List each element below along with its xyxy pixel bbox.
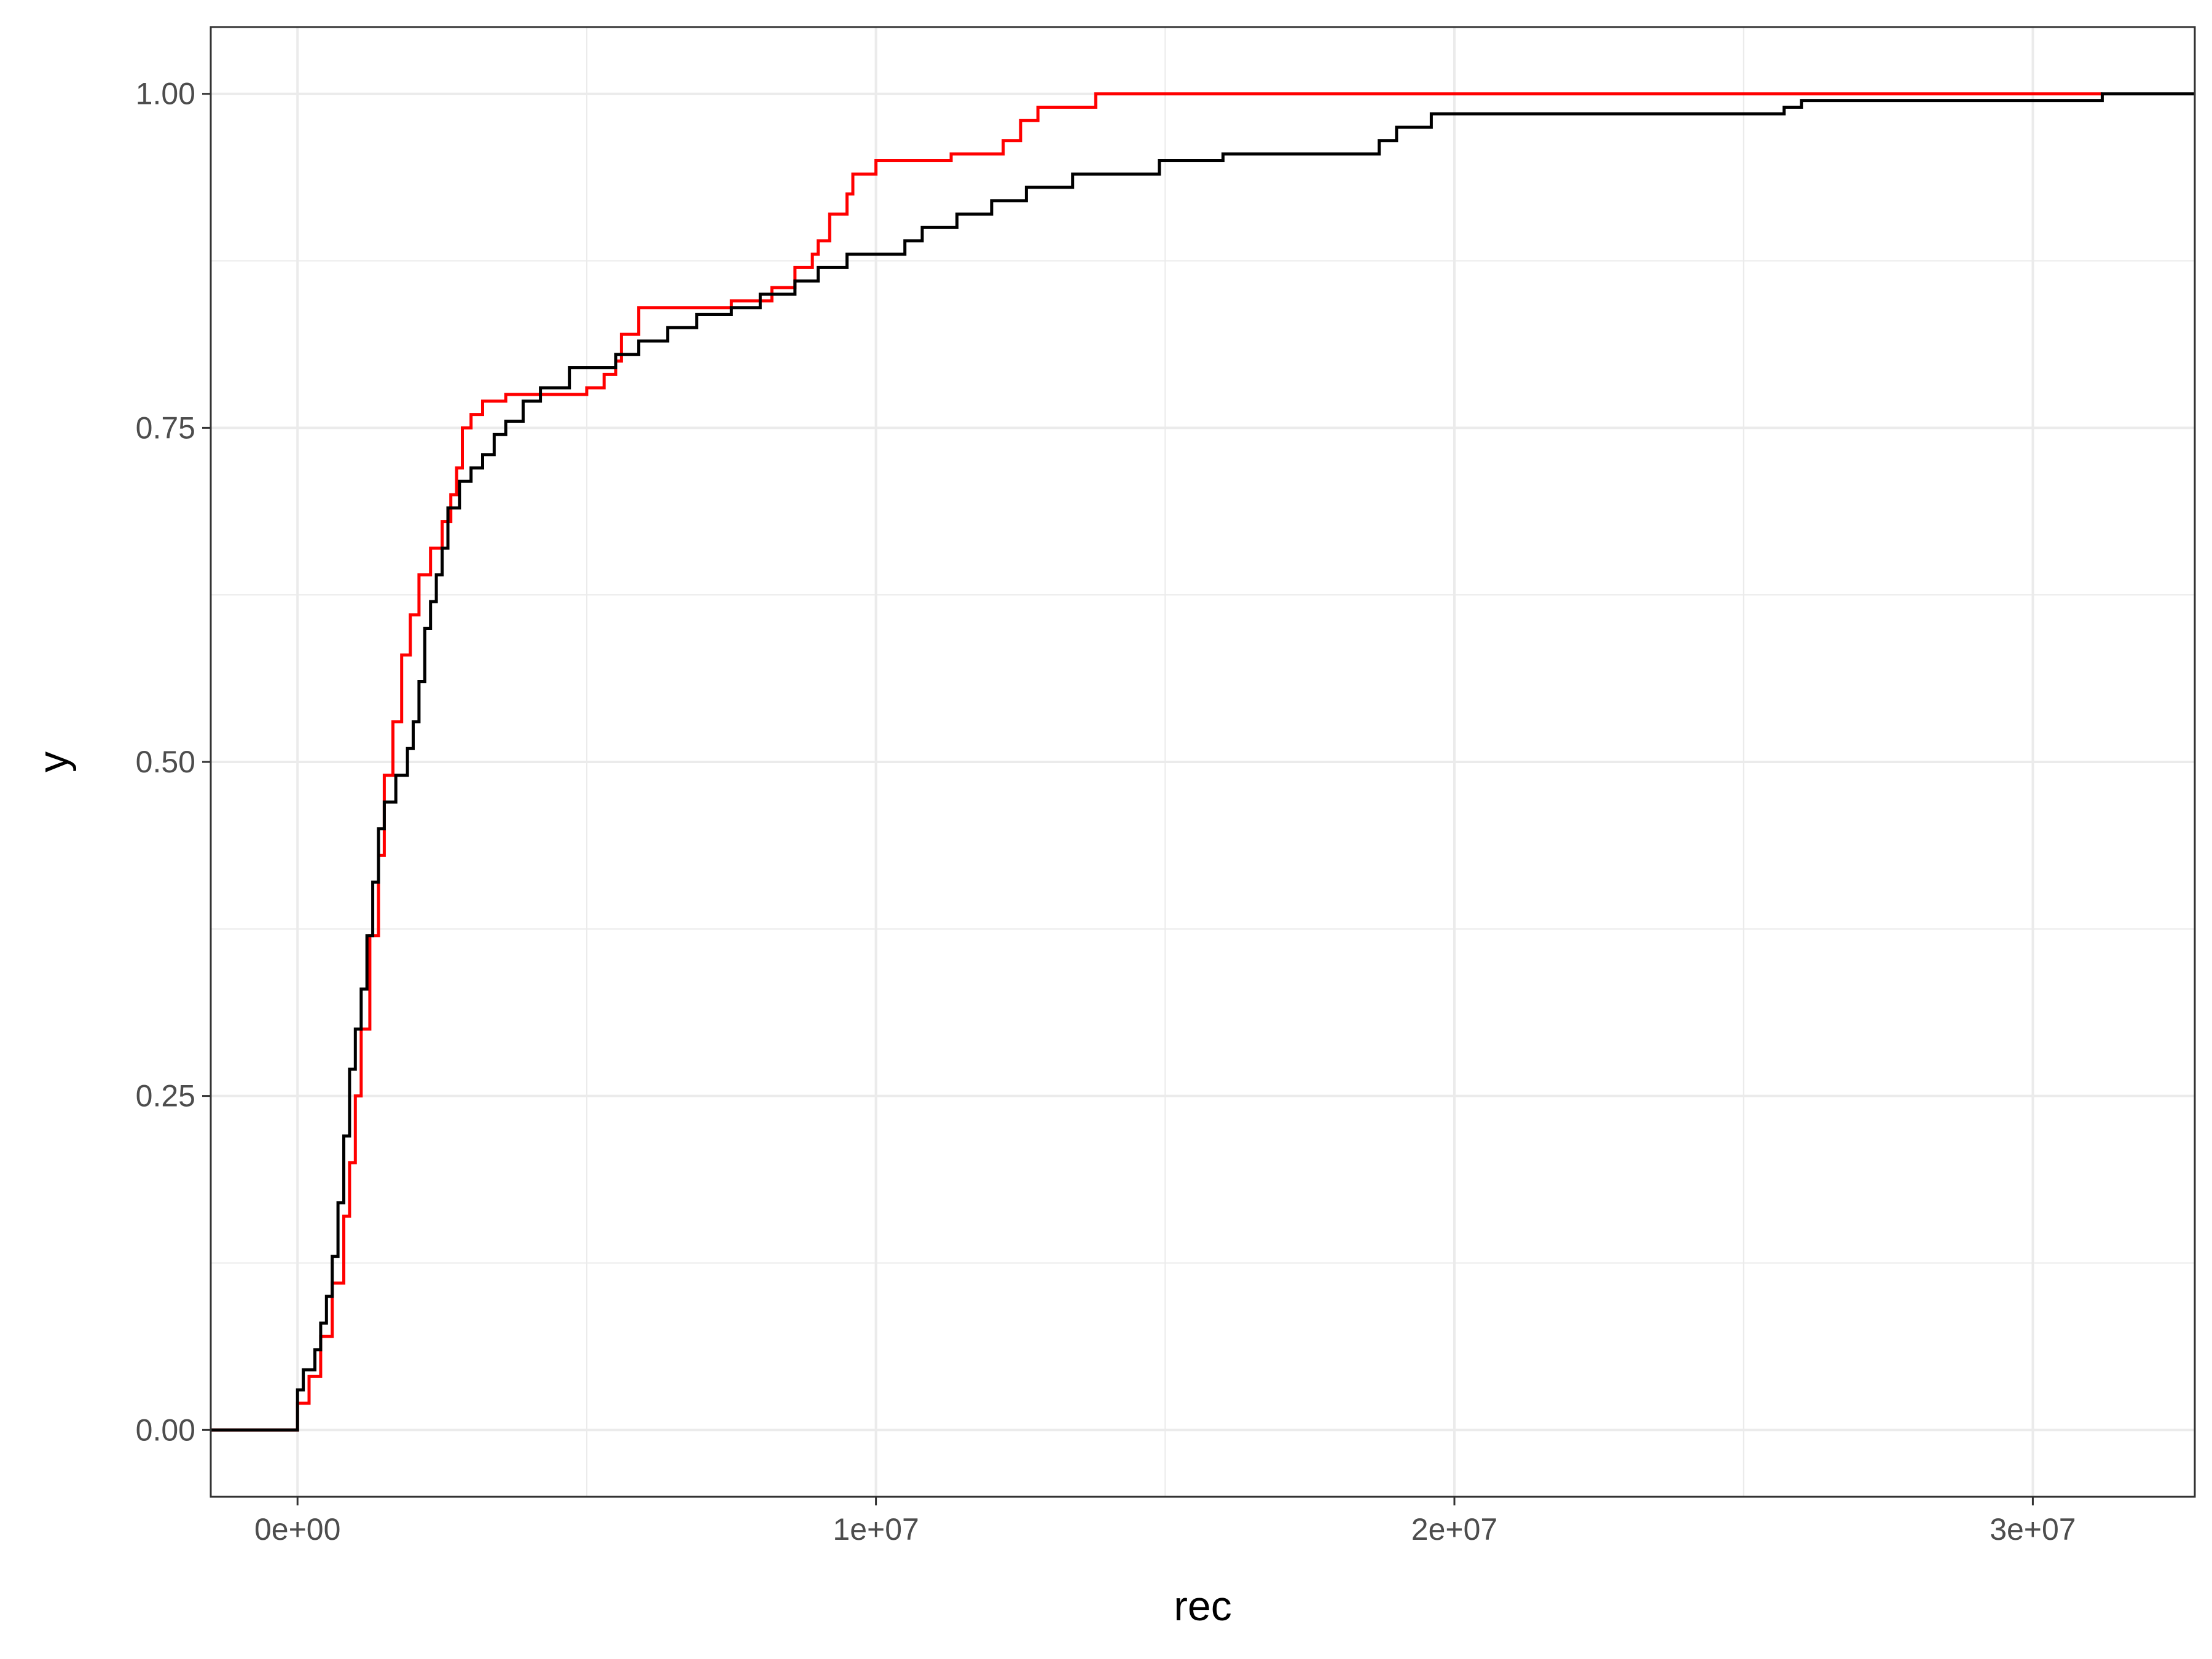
x-tick-label-2: 2e+07 <box>1411 1512 1497 1547</box>
x-axis-title: rec <box>1174 1583 1231 1630</box>
y-axis-ticks <box>202 93 211 1431</box>
y-tick-label-4: 1.00 <box>136 77 195 111</box>
major-gridlines <box>211 27 2195 1497</box>
series-line-0 <box>211 92 2103 1432</box>
y-tick-label-3: 0.75 <box>136 410 195 445</box>
y-tick-label-0: 0.00 <box>136 1413 195 1447</box>
x-tick-label-0: 0e+00 <box>254 1512 340 1547</box>
series-line-1 <box>211 92 2195 1432</box>
y-tick-label-1: 0.25 <box>136 1079 195 1113</box>
y-tick-label-2: 0.50 <box>136 745 195 779</box>
series-layer <box>211 92 2195 1432</box>
x-axis-tick-labels: 0e+00 1e+07 2e+07 3e+07 <box>254 1512 2076 1547</box>
x-tick-label-3: 3e+07 <box>1990 1512 2076 1547</box>
minor-gridlines <box>211 27 2195 1497</box>
x-axis-ticks <box>296 1497 2034 1505</box>
y-axis-tick-labels: 0.00 0.25 0.50 0.75 1.00 <box>136 77 195 1448</box>
x-tick-label-1: 1e+07 <box>833 1512 919 1547</box>
y-axis-title: y <box>30 751 77 772</box>
